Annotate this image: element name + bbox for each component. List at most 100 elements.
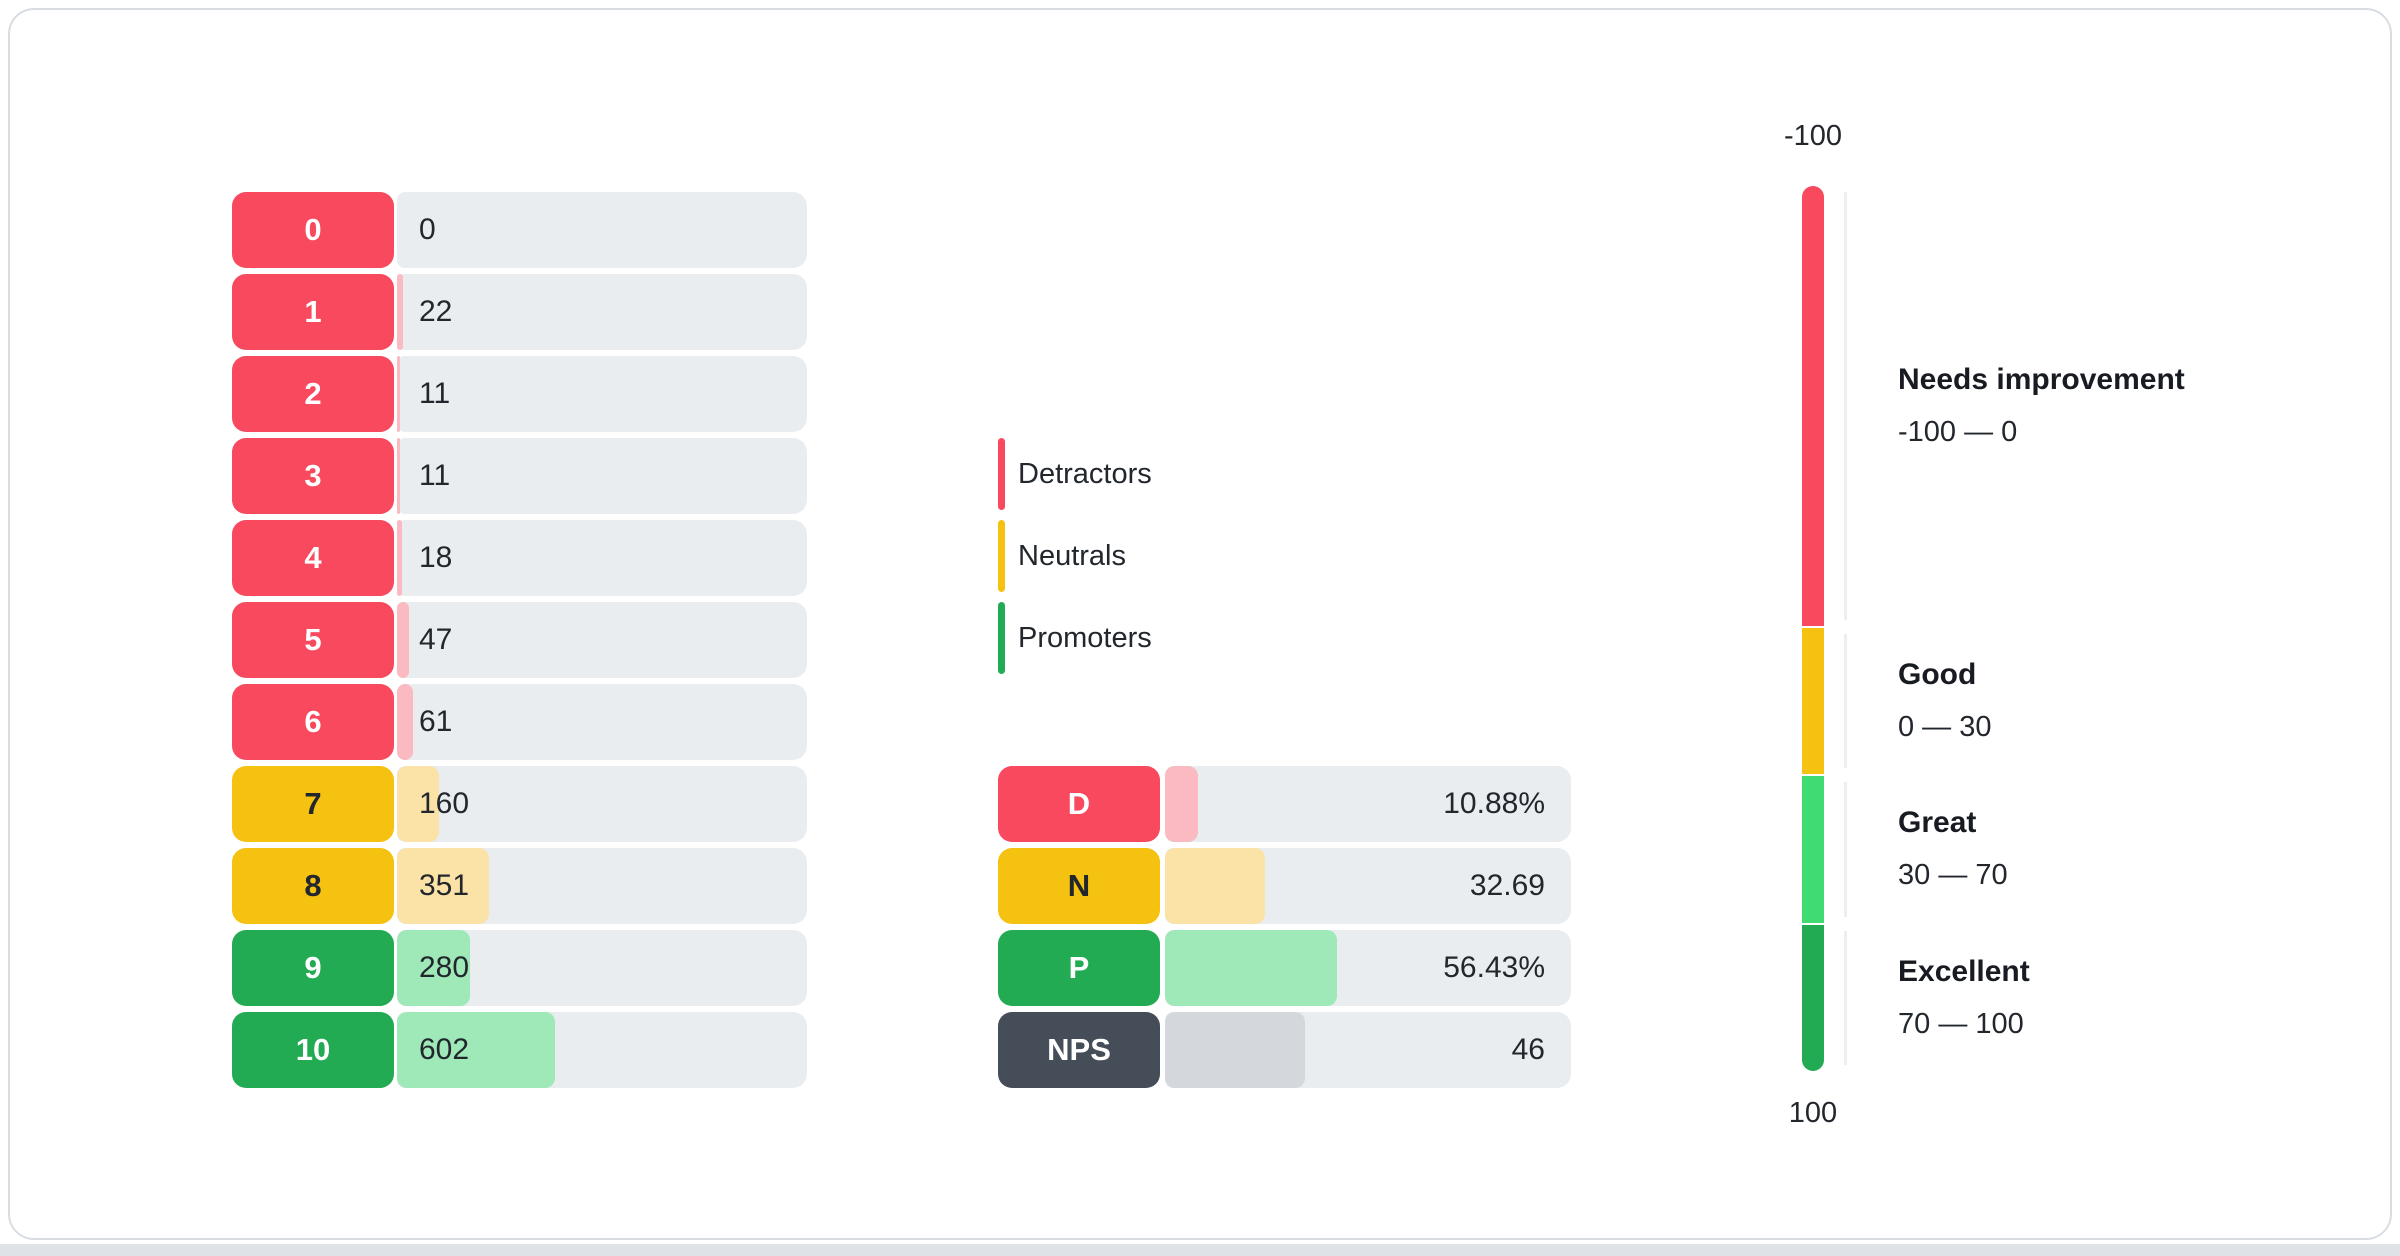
gauge-zone-labels: Needs improvement -100 — 0 Good 0 — 30 Great… (1898, 186, 2318, 1071)
count-bar (397, 766, 439, 842)
summary-value: 32.69 (1469, 869, 1545, 902)
zone-name: Needs improvement (1898, 362, 2185, 396)
summary-row: D 10.88% (998, 766, 1571, 842)
nps-gauge: -100 Needs improvement -100 — 0 Good 0 — 30… (1700, 100, 2400, 1200)
summary-bar-track: 46 (1165, 1012, 1571, 1088)
distribution-row: 10 602 (232, 1012, 807, 1088)
score-distribution-chart: 0 0 1 22 2 11 3 11 4 18 5 (232, 192, 807, 1094)
distribution-row: 4 18 (232, 520, 807, 596)
zone-range: -100 — 0 (1898, 415, 2018, 448)
legend-swatch (998, 602, 1005, 674)
score-label: 7 (232, 766, 394, 842)
count-bar-track: 602 (397, 1012, 807, 1088)
count-bar-track: 351 (397, 848, 807, 924)
count-value: 11 (419, 377, 451, 410)
zone-range: 0 — 30 (1898, 710, 1992, 743)
distribution-row: 7 160 (232, 766, 807, 842)
summary-label: N (998, 848, 1160, 924)
gauge-zone-segment (1802, 186, 1824, 626)
summary-row: N 32.69 (998, 848, 1571, 924)
count-bar (397, 930, 471, 1006)
count-value: 11 (419, 459, 451, 492)
gauge-zone-segment (1802, 776, 1824, 923)
count-bar (397, 602, 410, 678)
distribution-row: 8 351 (232, 848, 807, 924)
legend-item: Promoters (998, 602, 1152, 674)
gauge-bar (1802, 186, 1824, 1071)
summary-value: 56.43% (1443, 951, 1545, 984)
summary-value: 10.88% (1443, 787, 1545, 820)
summary-label: P (998, 930, 1160, 1006)
summary-bar-track: 10.88% (1165, 766, 1571, 842)
score-label: 6 (232, 684, 394, 760)
distribution-row: 5 47 (232, 602, 807, 678)
score-label: 1 (232, 274, 394, 350)
gauge-separator-segment (1844, 628, 1847, 775)
gauge-separator-segment (1844, 776, 1847, 923)
legend-label: Detractors (1018, 457, 1152, 490)
distribution-row: 3 11 (232, 438, 807, 514)
summary-bar-track: 56.43% (1165, 930, 1571, 1006)
summary-bar (1165, 1012, 1306, 1088)
score-label: 5 (232, 602, 394, 678)
score-label: 0 (232, 192, 394, 268)
score-label: 2 (232, 356, 394, 432)
count-value: 18 (419, 541, 453, 574)
gauge-zone-label: Good 0 — 30 (1898, 649, 1992, 753)
gauge-zone-segment (1802, 627, 1824, 774)
summary-bar-track: 32.69 (1165, 848, 1571, 924)
gauge-bottom-tick-label: 100 (1788, 1097, 1838, 1129)
count-bar (397, 274, 403, 350)
count-bar-track: 160 (397, 766, 807, 842)
count-value: 0 (419, 213, 436, 246)
gauge-zone-segment (1802, 924, 1824, 1071)
gauge-separator-segment (1844, 925, 1847, 1072)
distribution-row: 1 22 (232, 274, 807, 350)
count-value: 47 (419, 623, 453, 656)
summary-row: NPS 46 (998, 1012, 1571, 1088)
legend-label: Neutrals (1018, 539, 1126, 572)
count-bar (397, 1012, 555, 1088)
count-bar-track: 11 (397, 356, 807, 432)
summary-value: 46 (1511, 1033, 1545, 1066)
count-bar-track: 11 (397, 438, 807, 514)
gauge-separator-segment (1844, 186, 1847, 626)
count-bar-track: 18 (397, 520, 807, 596)
zone-name: Great (1898, 806, 1977, 840)
count-value: 351 (419, 869, 470, 902)
legend-item: Neutrals (998, 520, 1152, 592)
summary-bar (1165, 930, 1337, 1006)
legend-label: Promoters (1018, 621, 1152, 654)
gauge-separator-line (1844, 186, 1847, 1071)
gauge-zone-label: Excellent 70 — 100 (1898, 946, 2030, 1050)
zone-range: 70 — 100 (1898, 1007, 2024, 1040)
count-bar (397, 848, 490, 924)
score-label: 3 (232, 438, 394, 514)
count-value: 602 (419, 1033, 470, 1066)
distribution-row: 2 11 (232, 356, 807, 432)
distribution-row: 9 280 (232, 930, 807, 1006)
zone-name: Good (1898, 657, 1977, 691)
count-value: 22 (419, 295, 453, 328)
gauge-top-tick-label: -100 (1783, 120, 1843, 152)
summary-label: NPS (998, 1012, 1160, 1088)
summary-bar (1165, 766, 1199, 842)
score-label: 8 (232, 848, 394, 924)
legend: Detractors Neutrals Promoters (998, 438, 1152, 684)
zone-name: Excellent (1898, 954, 2030, 988)
count-bar (397, 684, 413, 760)
count-value: 61 (419, 705, 453, 738)
legend-item: Detractors (998, 438, 1152, 510)
count-bar (397, 356, 400, 432)
count-bar-track: 280 (397, 930, 807, 1006)
summary-bar (1165, 848, 1265, 924)
distribution-row: 0 0 (232, 192, 807, 268)
count-bar-track: 0 (397, 192, 807, 268)
count-value: 280 (419, 951, 470, 984)
score-label: 4 (232, 520, 394, 596)
count-bar-track: 61 (397, 684, 807, 760)
count-bar (397, 520, 402, 596)
count-bar-track: 47 (397, 602, 807, 678)
summary-row: P 56.43% (998, 930, 1571, 1006)
legend-swatch (998, 520, 1005, 592)
